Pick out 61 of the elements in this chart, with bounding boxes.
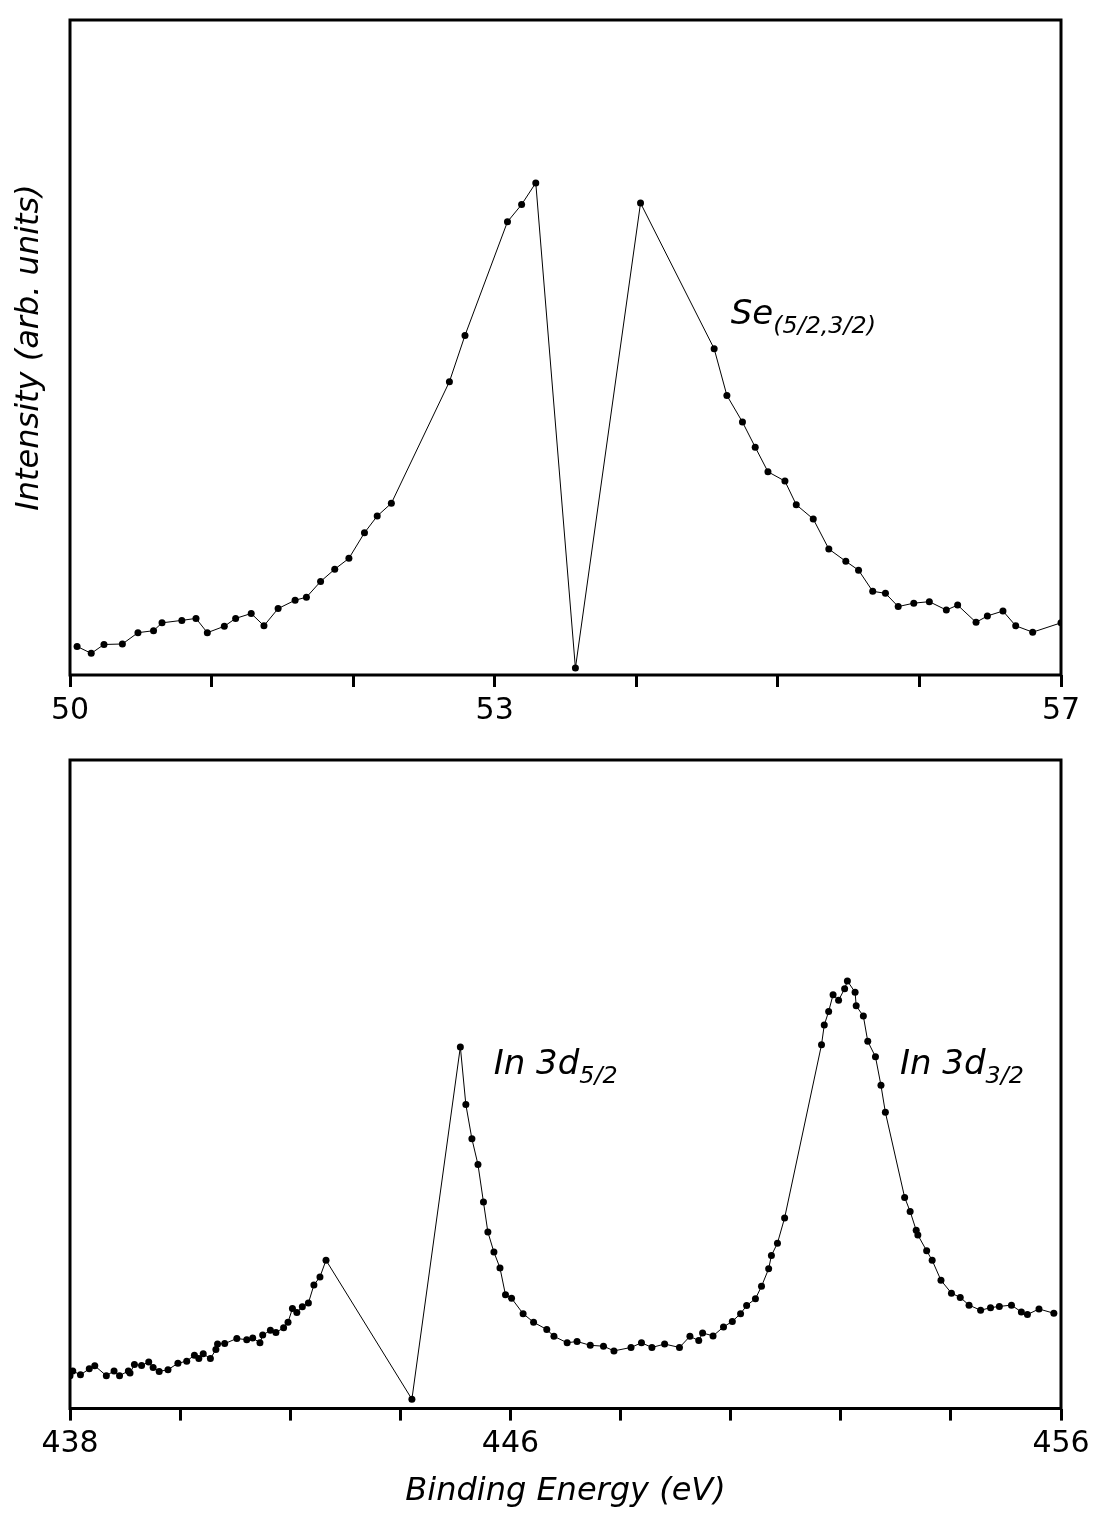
x-axis-title: Binding Energy (eV) bbox=[405, 1470, 726, 1509]
point bbox=[150, 627, 158, 635]
point bbox=[925, 598, 933, 606]
point bbox=[158, 619, 166, 627]
point bbox=[274, 605, 282, 613]
point bbox=[118, 640, 126, 648]
point bbox=[220, 622, 228, 630]
point bbox=[203, 629, 211, 637]
point bbox=[461, 331, 469, 339]
point bbox=[345, 554, 353, 562]
point bbox=[134, 629, 142, 637]
point bbox=[1029, 628, 1037, 636]
point bbox=[954, 601, 962, 609]
point bbox=[291, 596, 299, 604]
point bbox=[331, 565, 339, 573]
point bbox=[232, 614, 240, 622]
x-tick-label: 53 bbox=[475, 690, 514, 726]
point bbox=[637, 199, 645, 207]
point bbox=[738, 418, 746, 426]
point bbox=[855, 566, 863, 574]
point bbox=[73, 642, 81, 650]
point bbox=[518, 201, 526, 209]
point bbox=[360, 529, 368, 537]
x-tick-label: 50 bbox=[50, 690, 90, 726]
point bbox=[894, 603, 902, 611]
point bbox=[445, 378, 453, 386]
x-tick-label: 456 bbox=[1032, 1424, 1090, 1460]
point bbox=[781, 477, 789, 485]
x-tick-label: 446 bbox=[481, 1424, 540, 1460]
point bbox=[532, 179, 540, 187]
point bbox=[192, 614, 200, 622]
point bbox=[571, 664, 579, 672]
point bbox=[1012, 622, 1020, 630]
point bbox=[983, 612, 991, 620]
point bbox=[100, 640, 108, 648]
y-axis-title: Intensity (arb. units) bbox=[7, 184, 46, 511]
point bbox=[792, 501, 800, 509]
x-tick-label: 438 bbox=[41, 1424, 99, 1460]
point bbox=[260, 622, 268, 630]
point bbox=[387, 499, 395, 507]
point bbox=[869, 587, 877, 595]
point bbox=[825, 545, 833, 553]
point bbox=[178, 616, 186, 624]
point bbox=[910, 599, 918, 607]
point bbox=[87, 649, 95, 657]
point bbox=[881, 589, 889, 597]
point bbox=[999, 607, 1007, 615]
point bbox=[942, 606, 950, 614]
point bbox=[809, 515, 817, 523]
point bbox=[247, 609, 255, 617]
point bbox=[764, 468, 772, 476]
point bbox=[373, 512, 381, 520]
point bbox=[710, 345, 718, 353]
point bbox=[723, 391, 731, 399]
point bbox=[751, 443, 759, 451]
point bbox=[972, 618, 980, 626]
x-tick-label: 57 bbox=[1041, 690, 1081, 726]
point bbox=[317, 578, 325, 585]
point bbox=[302, 593, 310, 601]
point bbox=[503, 218, 511, 226]
point bbox=[842, 557, 850, 565]
